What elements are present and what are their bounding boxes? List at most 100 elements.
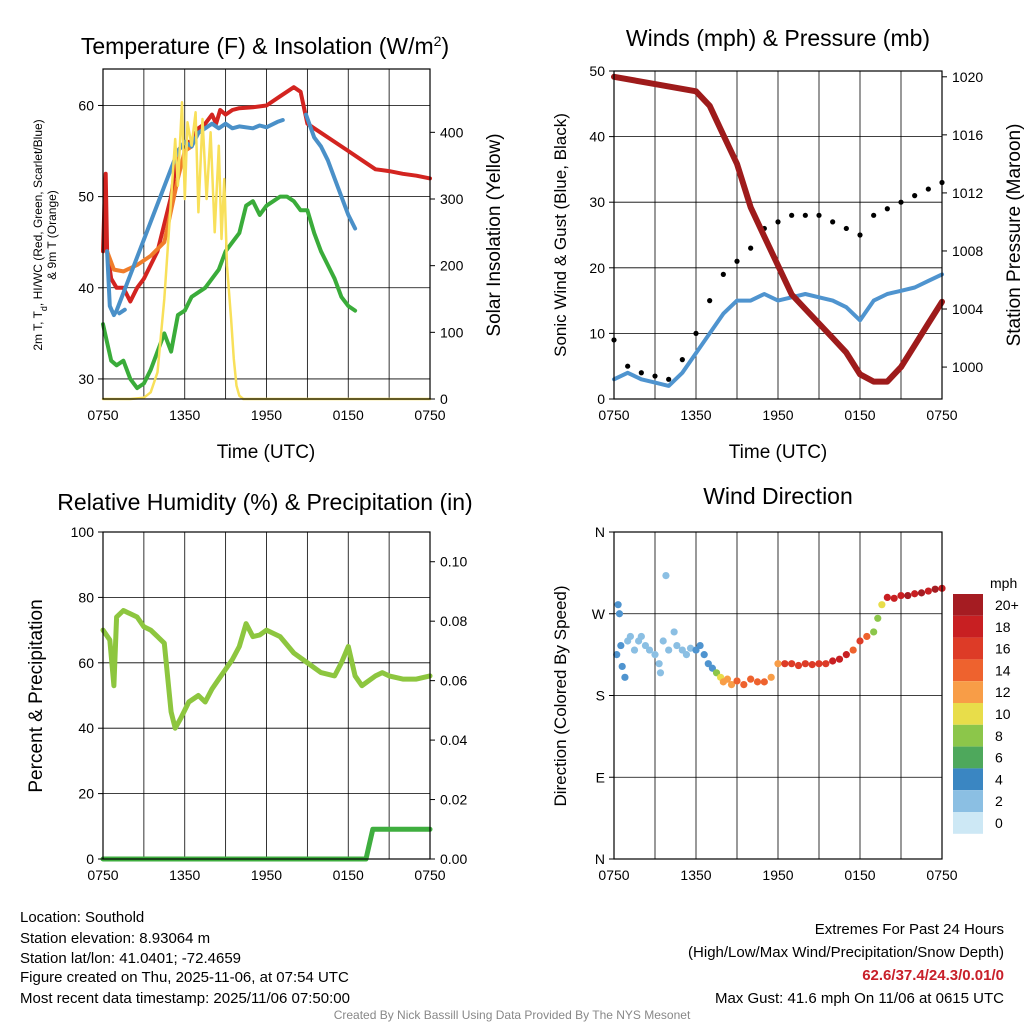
series-line-rh <box>100 608 433 731</box>
gust-point <box>843 225 849 232</box>
legend-label: 0 <box>995 815 1003 831</box>
direction-point <box>856 637 864 645</box>
legend-swatch <box>953 812 983 834</box>
y2-tick-label: 0.00 <box>440 851 467 867</box>
temperature-y-axis-label: 2m T, Td, HI/WC (Red, Green, Scarlet/Blu… <box>31 119 49 350</box>
gust-point <box>912 193 918 199</box>
y-tick-label: E <box>596 769 605 785</box>
x-tick-label: 1950 <box>762 407 793 423</box>
y2-tick-label: 1016 <box>952 127 983 143</box>
legend-label: 10 <box>995 706 1011 722</box>
direction-point <box>829 657 837 665</box>
y-tick-label: 40 <box>78 720 94 736</box>
direction-point <box>617 641 625 650</box>
y-tick-label: 10 <box>589 325 605 341</box>
y-tick-label: W <box>592 606 606 622</box>
gust-point <box>652 373 658 379</box>
x-tick-label: 0750 <box>926 867 957 883</box>
y-tick-label: 30 <box>78 371 94 387</box>
direction-point <box>696 641 704 650</box>
direction-point <box>760 678 768 686</box>
legend-label: 18 <box>995 619 1011 635</box>
legend-swatch <box>953 790 983 812</box>
direction-point <box>670 628 678 636</box>
direction-point <box>665 646 673 654</box>
gust-point <box>802 212 808 218</box>
gust-point <box>638 370 644 376</box>
legend-label: 12 <box>995 684 1011 700</box>
gust-point <box>871 212 877 218</box>
x-tick-label: 0750 <box>598 407 629 423</box>
y-tick-label: 80 <box>78 589 94 605</box>
direction-point <box>835 655 844 663</box>
wind-direction-y-axis-label: Direction (Colored By Speed) <box>551 585 570 806</box>
series-line-hi-wc-low <box>117 307 127 316</box>
max-gust: Max Gust: 41.6 mph On 11/06 at 0615 UTC <box>715 990 1004 1007</box>
speed-color-legend: mph 20+ 18 16 14 12 10 8 6 4 2 0 <box>953 575 1019 834</box>
legend-title: mph <box>990 575 1017 591</box>
gust-point <box>625 363 631 369</box>
gust-point <box>857 232 863 238</box>
legend-label: 14 <box>995 662 1011 678</box>
gust-point <box>925 186 931 192</box>
wind-direction-title: Wind Direction <box>703 483 853 509</box>
y-tick-label: N <box>595 851 605 867</box>
direction-point <box>651 651 659 659</box>
legend-swatch <box>953 637 983 660</box>
legend-swatch <box>953 681 983 703</box>
wind-x-axis-label: Time (UTC) <box>729 442 828 463</box>
y2-tick-label: 0.06 <box>440 673 467 689</box>
direction-point <box>682 651 691 659</box>
legend-label: 16 <box>995 641 1011 657</box>
legend-swatch <box>953 746 983 769</box>
direction-point <box>637 632 645 641</box>
direction-point <box>733 677 741 685</box>
gust-point <box>666 376 672 382</box>
direction-point <box>774 660 782 668</box>
temperature-frame <box>102 68 431 400</box>
gust-point <box>884 206 890 212</box>
wind-frame <box>613 70 943 400</box>
direction-point <box>911 590 919 598</box>
y2-tick-label: 200 <box>440 258 464 274</box>
wind-title: Winds (mph) & Pressure (mb) <box>626 25 930 51</box>
legend-swatch <box>953 703 983 725</box>
y2-tick-label: 0 <box>440 391 448 407</box>
temperature-panel: Temperature (F) & Insolation (W/m2) 0750… <box>31 33 505 463</box>
x-tick-label: 0150 <box>333 407 364 423</box>
direction-point <box>842 651 850 659</box>
y2-tick-label: 0.02 <box>440 792 467 808</box>
legend-swatch <box>953 768 983 791</box>
gust-point <box>830 219 836 225</box>
y2-tick-label: 0.04 <box>440 732 467 748</box>
y-tick-label: 40 <box>589 129 605 145</box>
info-recent: Most recent data timestamp: 2025/11/06 0… <box>20 990 350 1007</box>
direction-point <box>673 641 681 650</box>
y2-tick-label: 1000 <box>952 359 983 375</box>
temperature-y2-axis-label: Solar Insolation (Yellow) <box>484 133 505 336</box>
direction-point <box>870 628 878 636</box>
gust-point <box>898 199 904 205</box>
y-tick-label: 50 <box>589 63 605 79</box>
direction-point <box>788 660 796 668</box>
temperature-y-axis-label-line2: & 9m T (Orange) <box>45 190 59 280</box>
x-tick-label: 1950 <box>762 867 793 883</box>
series-line-pressure <box>611 73 945 385</box>
y-tick-label: 20 <box>589 260 605 276</box>
x-tick-label: 0750 <box>87 867 118 883</box>
x-tick-label: 0150 <box>333 867 364 883</box>
direction-point <box>626 632 635 641</box>
humidity-title: Relative Humidity (%) & Precipitation (i… <box>57 489 472 515</box>
y-tick-label: 40 <box>78 280 94 296</box>
wind-direction-panel: Wind Direction 0750 1350 1950 0150 0750NESWN… <box>551 483 1019 883</box>
y2-tick-label: 0.08 <box>440 613 467 629</box>
legend-swatch <box>953 594 983 616</box>
direction-point <box>700 651 708 659</box>
x-tick-label: 1350 <box>169 867 200 883</box>
x-tick-label: 0150 <box>844 867 875 883</box>
y2-tick-label: 0.10 <box>440 554 467 570</box>
temperature-title: Temperature (F) & Insolation (W/m2) <box>81 33 449 59</box>
direction-point <box>655 660 663 668</box>
series-line-solar <box>101 101 432 401</box>
